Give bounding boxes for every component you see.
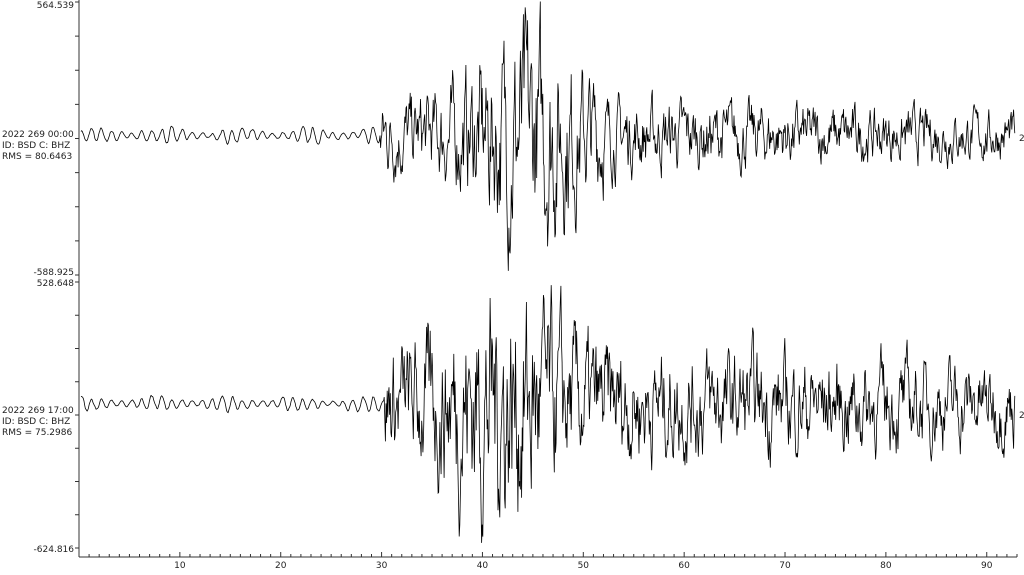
x-tick-label: 40	[477, 561, 489, 571]
traces	[80, 1, 1016, 543]
trace-2-waveform	[80, 285, 1016, 543]
x-tick-label: 30	[376, 561, 388, 571]
trace-2-time-label: 2022 269 17:00	[2, 406, 74, 416]
x-tick-label: 80	[880, 561, 892, 571]
x-tick-label: 90	[981, 561, 993, 571]
x-tick-label: 50	[578, 561, 590, 571]
trace-2-id-label: ID: BSD C: BHZ	[2, 417, 70, 427]
labels: 564.539 2022 269 00:00 ID: BSD C: BHZ RM…	[2, 1, 1024, 555]
x-tick-labels: 10 20 30 40 50 60 70 80 90	[174, 561, 993, 571]
x-tick-label: 10	[174, 561, 186, 571]
trace-2-ymax-label: 528.648	[37, 279, 74, 289]
trace-1-rms-label: RMS = 80.6463	[2, 152, 72, 162]
trace-1-ymax-label: 564.539	[37, 1, 74, 11]
trace-1-time-label: 2022 269 00:00	[2, 130, 74, 140]
trace-2-right-label: 2	[1019, 411, 1024, 421]
trace-1-ymin-label: -588.925	[34, 268, 74, 278]
trace-1-right-label: 2	[1019, 134, 1024, 144]
trace-2-ymin-label: -624.816	[34, 545, 75, 555]
axes	[75, 0, 1018, 558]
trace-1-id-label: ID: BSD C: BHZ	[2, 141, 70, 151]
trace-1-waveform	[80, 1, 1016, 271]
trace-2-rms-label: RMS = 75.2986	[2, 428, 72, 438]
x-tick-label: 20	[275, 561, 287, 571]
x-tick-label: 60	[678, 561, 690, 571]
x-tick-label: 70	[779, 561, 791, 571]
